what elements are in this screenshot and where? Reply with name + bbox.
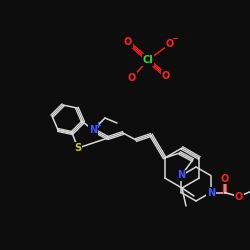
Text: Cl: Cl [142,55,154,65]
Text: O: O [234,192,243,202]
Text: S: S [74,143,82,153]
Text: O: O [162,71,170,81]
Text: −: − [172,34,178,43]
Text: N: N [207,188,215,198]
Text: O: O [220,174,229,184]
Text: O: O [124,37,132,47]
Text: O: O [128,73,136,83]
Text: N: N [89,125,97,135]
Text: O: O [166,39,174,49]
Text: +: + [94,120,102,130]
Text: N: N [177,170,185,180]
